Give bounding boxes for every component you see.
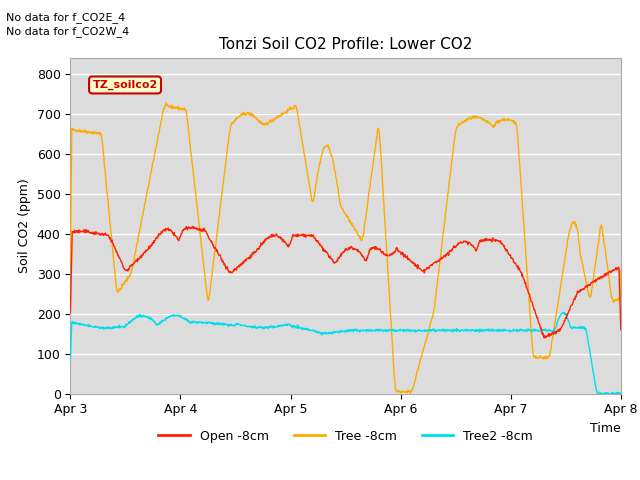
Text: TZ_soilco2: TZ_soilco2 [92, 80, 157, 90]
Text: No data for f_CO2W_4: No data for f_CO2W_4 [6, 26, 130, 37]
Title: Tonzi Soil CO2 Profile: Lower CO2: Tonzi Soil CO2 Profile: Lower CO2 [219, 37, 472, 52]
Y-axis label: Soil CO2 (ppm): Soil CO2 (ppm) [18, 178, 31, 273]
Text: No data for f_CO2E_4: No data for f_CO2E_4 [6, 12, 125, 23]
Legend: Open -8cm, Tree -8cm, Tree2 -8cm: Open -8cm, Tree -8cm, Tree2 -8cm [154, 425, 538, 448]
X-axis label: Time: Time [590, 422, 621, 435]
